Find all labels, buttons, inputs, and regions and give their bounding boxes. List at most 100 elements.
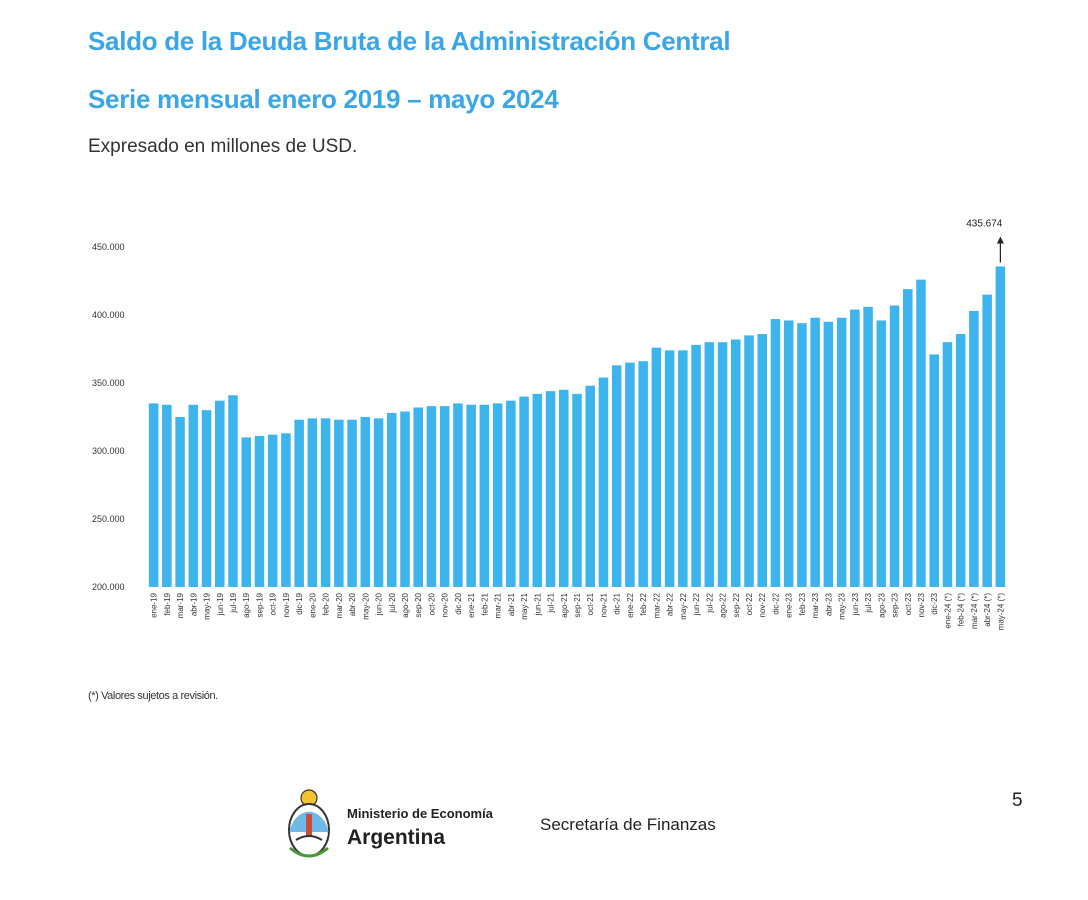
bar [585, 385, 595, 587]
bar [492, 403, 503, 587]
x-tick-label: feb-20 [322, 592, 331, 615]
x-tick-label: feb-22 [639, 592, 648, 615]
unit-note: Expresado en millones de USD. [88, 136, 358, 157]
x-tick-label: abr-24 (*) [983, 593, 992, 627]
y-axis-ticks: 200.000 250.000 300.000 350.000 400.000 450.0… [92, 242, 125, 592]
page-title: Saldo de la Deuda Bruta de la Administra… [88, 26, 731, 56]
bar [942, 342, 953, 587]
x-tick-label: ago-21 [560, 592, 569, 617]
x-tick-label: oct-19 [269, 592, 278, 615]
bar [651, 347, 662, 587]
bar [929, 354, 939, 587]
bar [334, 419, 344, 587]
bar [598, 377, 609, 587]
y-tick-label: 300.000 [92, 446, 125, 456]
bar [162, 404, 172, 587]
x-tick-label: feb-24 (*) [957, 593, 966, 627]
x-tick-label: sep-22 [732, 592, 741, 617]
debt-bar-chart: 200.000 250.000 300.000 350.000 400.000 450.0… [92, 218, 1006, 630]
bar [426, 406, 437, 587]
x-tick-label: ago-22 [719, 592, 728, 617]
ministry-name: Ministerio de Economía [347, 806, 493, 821]
bar [717, 342, 728, 587]
x-tick-label: feb-21 [480, 592, 489, 615]
x-tick-label: jul-19 [229, 592, 238, 613]
x-tick-label: ene-21 [467, 592, 476, 617]
bar [664, 350, 675, 587]
bar [876, 320, 887, 587]
x-tick-label: dic-22 [771, 592, 780, 614]
bar [903, 289, 913, 587]
x-tick-label: may-23 [838, 592, 847, 619]
bar [439, 406, 450, 587]
bar [215, 400, 225, 587]
x-tick-label: feb-23 [798, 592, 807, 615]
x-tick-label: ago-23 [877, 592, 886, 617]
bar [731, 339, 741, 587]
x-tick-label: ago-20 [401, 592, 410, 617]
page-subtitle: Serie mensual enero 2019 – mayo 2024 [88, 84, 559, 114]
bar [889, 305, 900, 587]
bar [400, 411, 410, 587]
footnote: (*) Valores sujetos a revisión. [88, 690, 218, 702]
bar [744, 335, 754, 587]
y-tick-label: 200.000 [92, 582, 125, 592]
bar [241, 437, 251, 587]
x-tick-label: oct-21 [586, 592, 595, 615]
page-number: 5 [1012, 790, 1023, 811]
x-tick-label: abr-19 [189, 592, 198, 616]
x-tick-label: jul-21 [547, 592, 556, 613]
x-tick-label: nov-20 [441, 592, 450, 617]
bar [757, 334, 767, 587]
bar [320, 418, 331, 587]
x-tick-label: jun-23 [851, 592, 860, 616]
bar [453, 403, 463, 587]
x-tick-label: jun-21 [533, 592, 542, 616]
x-tick-label: sep-20 [414, 592, 423, 617]
x-tick-label: ene-23 [785, 592, 794, 617]
bar [982, 294, 992, 587]
x-tick-label: dic-23 [930, 592, 939, 614]
x-tick-label: abr-20 [348, 592, 357, 616]
bar-series [148, 266, 1006, 587]
y-tick-label: 450.000 [92, 242, 125, 252]
y-tick-label: 250.000 [92, 514, 125, 524]
bar [532, 393, 543, 587]
x-tick-label: may-19 [203, 592, 212, 619]
x-tick-label: may-21 [520, 592, 529, 619]
bar [466, 404, 476, 587]
x-tick-label: ene-20 [308, 592, 317, 617]
x-tick-label: dic-21 [613, 592, 622, 614]
bar [770, 319, 781, 587]
x-tick-label: dic-20 [454, 592, 463, 614]
x-tick-label: nov-23 [917, 592, 926, 617]
x-tick-label: jul-23 [864, 592, 873, 613]
bar [810, 317, 820, 587]
x-tick-label: abr-21 [507, 592, 516, 616]
bar [559, 389, 569, 587]
x-tick-label: nov-22 [758, 592, 767, 617]
x-tick-label: nov-19 [282, 592, 291, 617]
x-tick-label: mar-23 [811, 592, 820, 618]
x-tick-label: nov-21 [599, 592, 608, 617]
bar [281, 433, 291, 587]
bar [678, 350, 688, 587]
x-tick-label: may-22 [679, 592, 688, 619]
bar [360, 417, 371, 587]
x-tick-label: mar-19 [176, 592, 185, 618]
bar [638, 361, 648, 587]
x-tick-label: ene-24 (*) [943, 593, 952, 629]
x-axis-ticks: ene-19 feb-19 mar-19 abr-19 may-19 jun-19 jul-… [150, 592, 1006, 630]
x-tick-label: may-20 [361, 592, 370, 619]
coat-of-arms-icon [288, 789, 330, 858]
x-tick-label: may-24 (*) [996, 593, 1005, 631]
bar [506, 400, 516, 587]
bar [572, 393, 582, 587]
bar [201, 410, 212, 587]
x-tick-label: sep-21 [573, 592, 582, 617]
bar [625, 362, 635, 587]
x-tick-label: feb-19 [163, 592, 172, 615]
x-tick-label: jun-19 [216, 592, 225, 616]
y-tick-label: 350.000 [92, 378, 125, 388]
bar [267, 434, 278, 587]
